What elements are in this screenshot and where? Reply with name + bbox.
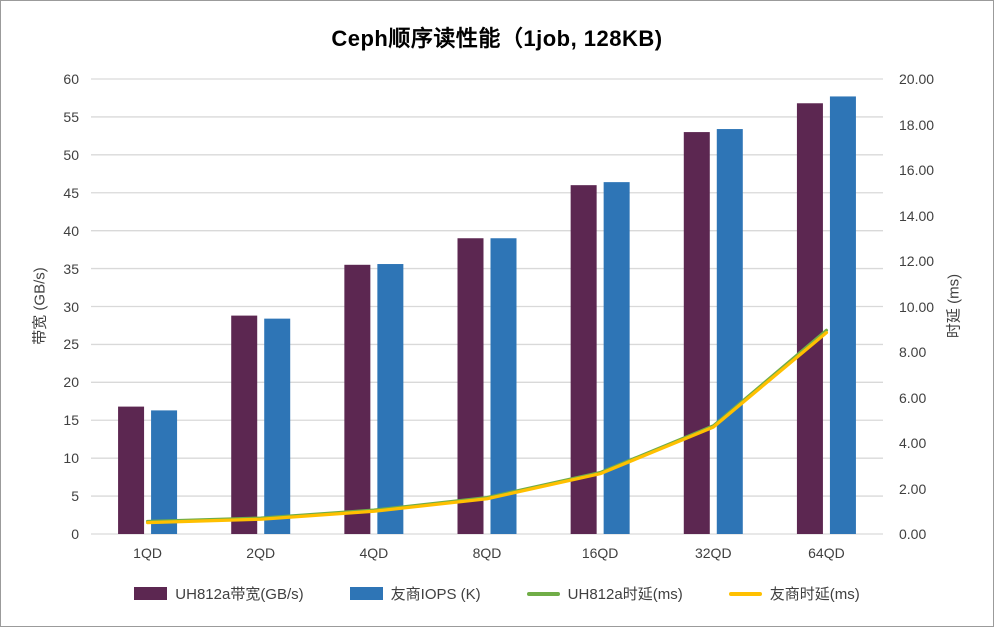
bar-1qd-series1 bbox=[151, 410, 178, 534]
legend-item-uh812a-latency: UH812a时延(ms) bbox=[526, 583, 683, 604]
bar-32qd-series1 bbox=[716, 129, 743, 535]
x-axis-tick: 8QD bbox=[472, 545, 502, 561]
y-axis-right-tick: 14.00 bbox=[899, 207, 935, 224]
y-axis-left-tick: 25 bbox=[63, 336, 79, 353]
legend-item-uh812a-bandwidth: UH812a带宽(GB/s) bbox=[134, 583, 304, 604]
y-axis-right-tick: 4.00 bbox=[899, 435, 927, 451]
y-axis-left-tick: 35 bbox=[63, 260, 79, 277]
legend-swatch-line-icon bbox=[728, 591, 762, 596]
y-axis-right-tick: 6.00 bbox=[899, 389, 927, 406]
chart-title: Ceph顺序读性能（1job, 128KB) bbox=[331, 26, 663, 51]
y-axis-left-tick: 10 bbox=[63, 450, 79, 467]
x-axis-tick: 32QD bbox=[694, 545, 732, 561]
y-axis-left-tick: 0 bbox=[71, 526, 79, 542]
legend-label: UH812a带宽(GB/s) bbox=[175, 586, 304, 603]
y-axis-right-tick: 10.00 bbox=[899, 298, 935, 315]
bar-1qd-series0 bbox=[118, 406, 145, 534]
legend: UH812a带宽(GB/s) 友商IOPS (K) UH812a时延(ms) 友… bbox=[1, 583, 993, 604]
bar-16qd-series1 bbox=[603, 182, 630, 534]
legend-swatch-bar-icon bbox=[134, 587, 168, 600]
y-axis-right-tick: 12.00 bbox=[899, 253, 935, 269]
legend-swatch-bar-icon bbox=[349, 587, 383, 600]
y-axis-right-tick: 20.00 bbox=[899, 71, 935, 87]
y-axis-left-tick: 30 bbox=[63, 298, 79, 315]
y-axis-right-tick: 16.00 bbox=[899, 162, 935, 178]
bar-64qd-series0 bbox=[796, 103, 823, 535]
y-axis-right-tick: 0.00 bbox=[899, 526, 927, 542]
bar-8qd-series1 bbox=[490, 238, 517, 534]
y-axis-left-tick: 20 bbox=[63, 374, 79, 391]
bar-4qd-series1 bbox=[377, 264, 404, 534]
legend-label: 友商时延(ms) bbox=[769, 586, 860, 603]
bar-32qd-series0 bbox=[683, 132, 710, 535]
y-axis-left-tick: 40 bbox=[63, 222, 79, 239]
legend-swatch-line-icon bbox=[526, 591, 560, 596]
y-axis-left-tick: 15 bbox=[63, 412, 79, 429]
y-axis-left-tick: 50 bbox=[63, 146, 79, 163]
x-axis-tick: 64QD bbox=[808, 545, 845, 561]
y-axis-right-tick: 8.00 bbox=[899, 344, 927, 360]
x-axis-tick: 16QD bbox=[581, 545, 619, 561]
y-axis-left-tick: 5 bbox=[71, 488, 79, 505]
x-axis-tick: 1QD bbox=[133, 545, 162, 561]
line-series1 bbox=[145, 331, 829, 525]
y-axis-right-tick: 2.00 bbox=[899, 480, 927, 497]
bar-64qd-series1 bbox=[829, 96, 856, 535]
bar-16qd-series0 bbox=[570, 185, 597, 534]
legend-item-vendor-latency: 友商时延(ms) bbox=[728, 583, 860, 604]
legend-label: 友商IOPS (K) bbox=[390, 586, 481, 603]
bar-4qd-series0 bbox=[344, 264, 371, 534]
y-axis-left-tick: 60 bbox=[63, 71, 79, 87]
y-axis-left-tick: 45 bbox=[63, 184, 79, 201]
y-axis-left-tick: 55 bbox=[63, 108, 79, 125]
bar-8qd-series0 bbox=[457, 238, 484, 534]
y-axis-right-tick: 18.00 bbox=[899, 116, 935, 133]
bar-2qd-series1 bbox=[264, 318, 291, 534]
bar-2qd-series0 bbox=[231, 315, 258, 534]
legend-item-vendor-iops: 友商IOPS (K) bbox=[349, 583, 481, 604]
x-axis-tick: 4QD bbox=[359, 545, 389, 561]
x-axis-tick: 2QD bbox=[246, 545, 276, 561]
legend-label: UH812a时延(ms) bbox=[567, 586, 683, 603]
